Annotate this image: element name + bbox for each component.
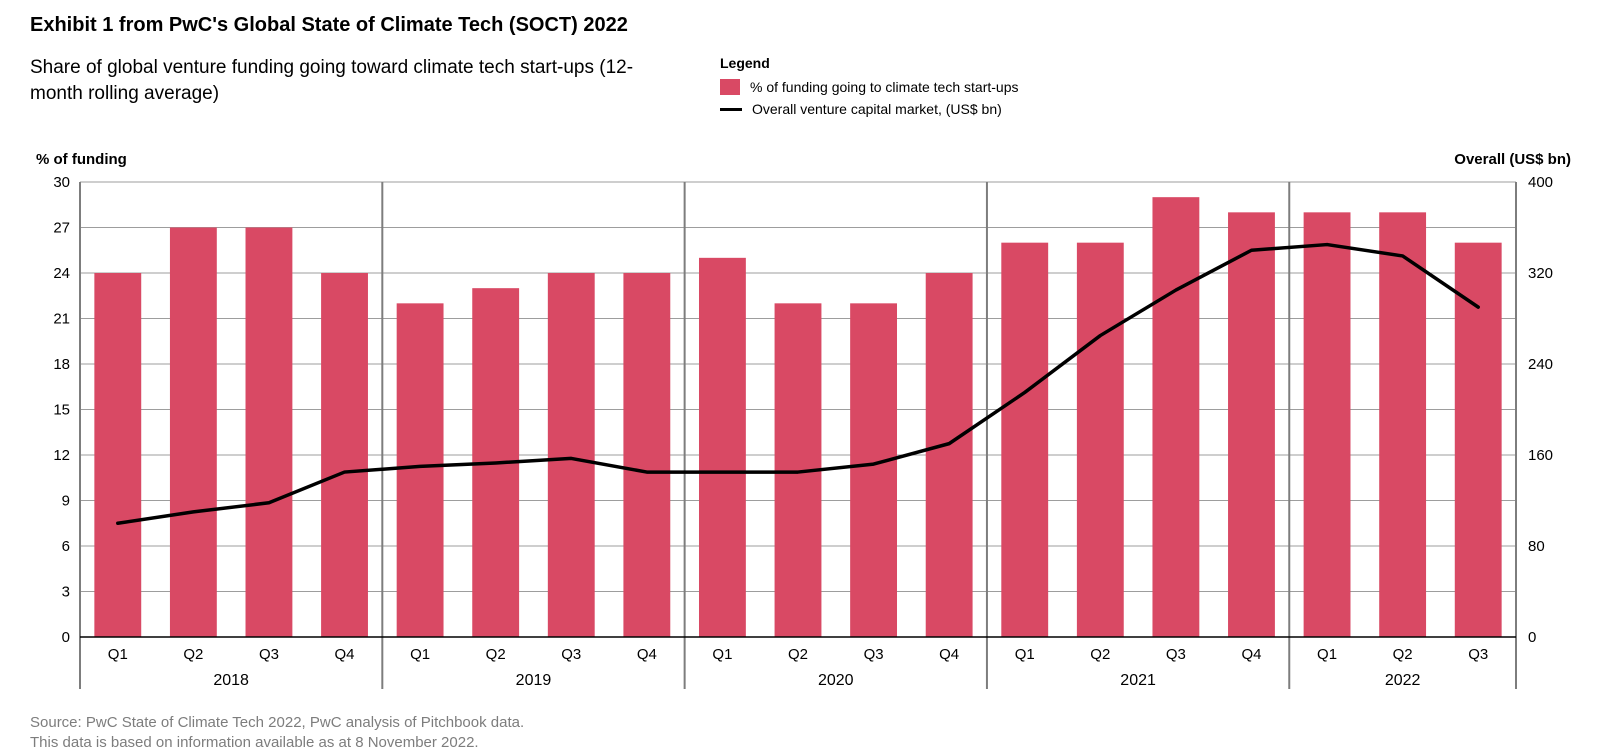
left-tick-label: 0: [62, 629, 70, 646]
quarter-label: Q3: [259, 646, 279, 663]
bar: [850, 303, 897, 637]
left-tick-label: 3: [62, 584, 70, 601]
year-label: 2021: [1120, 672, 1156, 689]
quarter-label: Q4: [1241, 646, 1261, 663]
quarter-label: Q2: [1090, 646, 1110, 663]
bar: [1455, 243, 1502, 637]
left-tick-label: 24: [53, 265, 70, 282]
bar: [1304, 212, 1351, 637]
quarter-label: Q1: [712, 646, 732, 663]
quarter-label: Q1: [1317, 646, 1337, 663]
bar: [1228, 212, 1275, 637]
legend-item-line: Overall venture capital market, (US$ bn): [720, 101, 1018, 117]
left-tick-label: 30: [53, 174, 70, 191]
bar: [1077, 243, 1124, 637]
bar: [1152, 197, 1199, 637]
year-label: 2022: [1385, 672, 1421, 689]
source-note: Source: PwC State of Climate Tech 2022, …: [30, 713, 1576, 754]
chart-svg: % of funding Overall (US$ bn) 0 3 6 9 12 15 18 21…: [30, 137, 1576, 707]
quarter-label: Q3: [1468, 646, 1488, 663]
left-tick-label: 18: [53, 356, 70, 373]
year-label: 2019: [516, 672, 552, 689]
legend: Legend % of funding going to climate tec…: [720, 55, 1018, 123]
quarter-label: Q3: [864, 646, 884, 663]
quarter-label: Q3: [1166, 646, 1186, 663]
right-tick-label: 240: [1528, 356, 1553, 373]
right-axis-title: Overall (US$ bn): [1454, 151, 1571, 168]
right-tick-label: 80: [1528, 538, 1545, 555]
right-tick-label: 160: [1528, 447, 1553, 464]
right-tick-label: 400: [1528, 174, 1553, 191]
left-tick-label: 9: [62, 493, 70, 510]
bar: [170, 228, 217, 638]
chart-subtitle: Share of global venture funding going to…: [30, 55, 660, 106]
chart-title: Exhibit 1 from PwC's Global State of Cli…: [30, 14, 1576, 37]
quarter-label: Q1: [410, 646, 430, 663]
bar: [94, 273, 141, 637]
left-tick-label: 27: [53, 220, 70, 237]
chart: % of funding Overall (US$ bn) 0 3 6 9 12 15 18 21…: [30, 137, 1576, 707]
year-label: 2018: [213, 672, 249, 689]
quarter-label: Q2: [486, 646, 506, 663]
quarter-label: Q4: [939, 646, 959, 663]
year-label: 2020: [818, 672, 854, 689]
bar: [623, 273, 670, 637]
right-tick-label: 0: [1528, 629, 1536, 646]
bar: [1379, 212, 1426, 637]
quarter-label: Q2: [788, 646, 808, 663]
left-tick-label: 6: [62, 538, 70, 555]
legend-item-bar: % of funding going to climate tech start…: [720, 79, 1018, 95]
quarter-label: Q2: [183, 646, 203, 663]
source-line-1: Source: PwC State of Climate Tech 2022, …: [30, 713, 1576, 733]
source-line-2: This data is based on information availa…: [30, 733, 1576, 753]
legend-bar-swatch-icon: [720, 79, 740, 95]
quarter-label: Q1: [1015, 646, 1035, 663]
legend-line-label: Overall venture capital market, (US$ bn): [752, 101, 1002, 117]
header-row: Share of global venture funding going to…: [30, 55, 1576, 123]
legend-bar-label: % of funding going to climate tech start…: [750, 79, 1018, 95]
right-tick-label: 320: [1528, 265, 1553, 282]
bar: [548, 273, 595, 637]
quarter-label: Q1: [108, 646, 128, 663]
bar: [397, 303, 444, 637]
bar: [246, 228, 293, 638]
exhibit-container: Exhibit 1 from PwC's Global State of Cli…: [0, 0, 1606, 751]
left-tick-label: 15: [53, 402, 70, 419]
left-axis-title: % of funding: [36, 151, 127, 168]
quarter-label: Q3: [561, 646, 581, 663]
quarter-label: Q4: [335, 646, 355, 663]
bar: [926, 273, 973, 637]
legend-title: Legend: [720, 55, 1018, 71]
left-tick-label: 21: [53, 311, 70, 328]
bar: [1001, 243, 1048, 637]
bar: [699, 258, 746, 637]
legend-line-swatch-icon: [720, 108, 742, 111]
quarter-label: Q2: [1393, 646, 1413, 663]
left-tick-label: 12: [53, 447, 70, 464]
quarter-label: Q4: [637, 646, 657, 663]
bar: [321, 273, 368, 637]
